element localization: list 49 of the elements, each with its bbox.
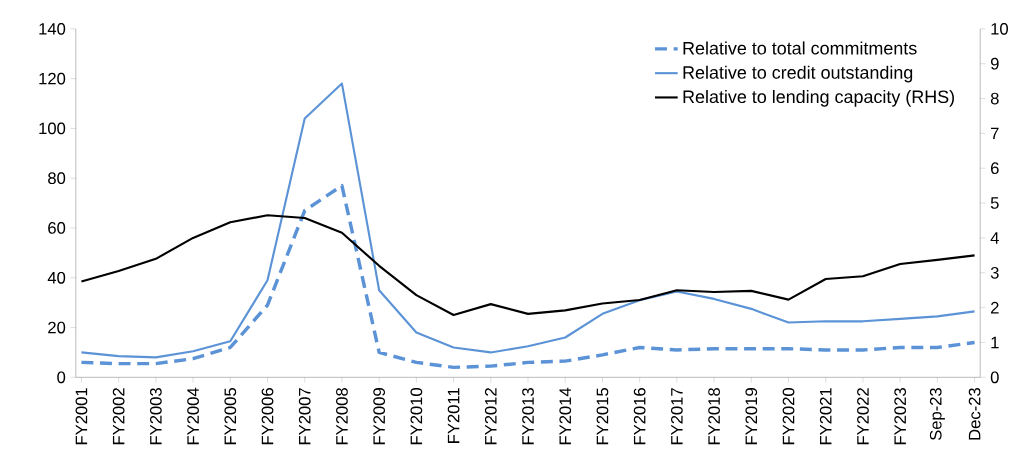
- x-tick-label: FY2001: [75, 388, 88, 445]
- x-tick-label: FY2014: [559, 387, 572, 445]
- y-tick-label: 0: [57, 371, 66, 384]
- x-tick-label: FY2017: [671, 388, 683, 445]
- x-tick-label: FY2005: [224, 388, 237, 445]
- x-tick-label: FY2007: [298, 388, 311, 445]
- x-tick-label: FY2002: [112, 388, 125, 445]
- x-tick-label: FY2020: [782, 387, 795, 445]
- y-tick-label: 100: [39, 122, 66, 135]
- x-tick-label: FY2018: [708, 388, 720, 445]
- x-tick-label: Dec-23: [968, 388, 981, 440]
- x-tick-label: FY2010: [410, 387, 423, 445]
- x-tick-label: FY2009: [373, 388, 386, 445]
- x-tick-label: FY2012: [484, 388, 497, 445]
- x-tick-label: FY2022: [857, 388, 869, 445]
- x-tick-label: FY2013: [522, 388, 534, 445]
- y2-tick-label: 6: [991, 162, 999, 175]
- x-tick-label: Sep-23: [929, 388, 945, 441]
- y2-tick-label: 5: [990, 197, 999, 209]
- x-tick-label: FY2003: [149, 388, 162, 445]
- x-tick-label: FY2008: [336, 388, 348, 445]
- x-tick-label: FY2023: [894, 388, 907, 445]
- line-series: [80, 82, 976, 359]
- y2-tick-label: 10: [991, 22, 1008, 35]
- x-tick-label: FY2006: [261, 388, 274, 445]
- y2-tick-label: 2: [991, 301, 999, 314]
- y-tick-label: 120: [39, 72, 66, 85]
- y2-tick-label: 8: [990, 92, 999, 105]
- y-tick-label: 80: [48, 172, 66, 185]
- y2-tick-label: 9: [990, 57, 999, 70]
- y-tick-label: 40: [47, 271, 66, 284]
- y-tick-label: 20: [48, 321, 66, 334]
- y-tick-label: 60: [48, 222, 66, 234]
- y2-tick-label: 3: [990, 266, 999, 279]
- y-tick-label: 140: [39, 22, 66, 35]
- x-tick-label: FY2004: [187, 387, 199, 445]
- y2-tick-label: 0: [990, 371, 999, 384]
- legend-label: Relative to total commitments: [683, 41, 917, 55]
- y2-tick-label: 7: [991, 127, 999, 140]
- legend-label: Relative to credit outstanding: [683, 65, 913, 83]
- line-series: [80, 214, 976, 317]
- legend-label: Relative to lending capacity (RHS): [683, 89, 954, 107]
- x-tick-label: FY2021: [819, 388, 832, 445]
- x-tick-label: FY2011: [447, 388, 460, 443]
- y2-tick-label: 1: [991, 336, 999, 349]
- x-tick-label: FY2019: [745, 388, 758, 445]
- x-tick-label: FY2016: [633, 388, 646, 445]
- y2-tick-label: 4: [990, 232, 999, 244]
- x-tick-label: FY2015: [596, 388, 609, 445]
